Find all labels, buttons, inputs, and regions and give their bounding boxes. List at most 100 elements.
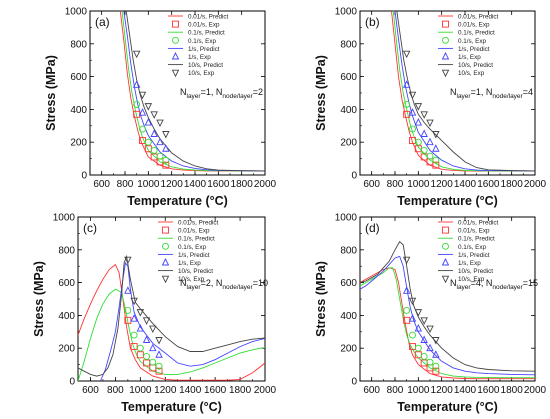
x-tick-label: 1400 xyxy=(184,179,207,190)
y-tick-label: 600 xyxy=(340,278,357,289)
legend-marker xyxy=(171,51,180,60)
data-point xyxy=(144,118,153,126)
plot-area xyxy=(391,11,535,172)
data-point xyxy=(402,80,411,88)
data-point xyxy=(402,286,411,294)
data-point xyxy=(155,362,163,370)
legend-marker xyxy=(442,242,449,250)
series-line-3 xyxy=(396,11,535,172)
data-point xyxy=(409,125,416,133)
data-point xyxy=(426,119,434,128)
data-point xyxy=(420,335,428,343)
x-axis-title: Temperature (°C) xyxy=(397,194,498,208)
x-axis-title: Temperature (°C) xyxy=(121,400,222,414)
data-point xyxy=(162,144,170,152)
x-tick-label: 1600 xyxy=(477,179,500,190)
annotation-suffix: =10 xyxy=(253,278,268,288)
y-tick-label: 0 xyxy=(81,171,87,182)
data-point xyxy=(156,152,164,160)
legend-label: 0.1/s, Exp xyxy=(458,38,486,45)
data-point xyxy=(144,103,153,111)
legend-marker xyxy=(442,36,449,44)
y-tick-label: 800 xyxy=(340,39,357,50)
x-tick-label: 1400 xyxy=(454,179,477,190)
y-tick-label: 400 xyxy=(70,105,87,116)
series-line-3 xyxy=(360,240,535,372)
network-annotation: Nlayer=1, Nnode/layer=2 xyxy=(180,87,263,100)
legend-label: 1/s, Exp xyxy=(458,260,481,267)
legend-label: 0.01/s, Predict xyxy=(458,14,499,21)
annotation-sub1: layer xyxy=(187,284,202,291)
legend-marker xyxy=(162,242,169,250)
data-point xyxy=(124,316,132,324)
annotation-sub1: layer xyxy=(187,93,202,100)
x-tick-label: 800 xyxy=(117,179,134,190)
legend-marker xyxy=(161,257,170,266)
annotation-sub2: node/layer xyxy=(222,93,253,100)
data-point xyxy=(138,108,147,116)
data-point xyxy=(414,138,422,146)
y-tick-label: 200 xyxy=(340,138,357,149)
annotation-mid: =4, N xyxy=(471,278,493,288)
data-point xyxy=(149,358,157,366)
data-point xyxy=(426,325,434,334)
data-point xyxy=(408,314,417,322)
data-point xyxy=(414,309,423,317)
data-point xyxy=(124,286,132,294)
x-tick-label: 1200 xyxy=(431,179,454,190)
network-annotation: Nlayer=4, Nnode/layer=15 xyxy=(450,278,538,291)
data-point xyxy=(432,161,440,169)
data-point xyxy=(408,297,417,306)
x-tick-label: 1000 xyxy=(129,385,152,396)
series-line-1 xyxy=(121,11,265,172)
y-tick-label: 0 xyxy=(351,171,357,182)
data-point xyxy=(408,91,417,100)
y-tick-label: 800 xyxy=(340,245,357,256)
panel-label: (c) xyxy=(83,221,97,235)
data-point xyxy=(150,153,158,161)
network-annotation: Nlayer=2, Nnode/layer=10 xyxy=(180,278,268,291)
legend-label: 1/s, Predict xyxy=(178,252,210,259)
legend-label: 0.01/s, Predict xyxy=(188,14,229,21)
data-point xyxy=(162,156,170,164)
y-tick-label: 400 xyxy=(340,311,357,322)
data-point xyxy=(420,317,428,325)
legend-label: 0.1/s, Exp xyxy=(178,244,206,251)
plot-area xyxy=(360,240,535,380)
x-tick-label: 1800 xyxy=(501,179,524,190)
plot-area xyxy=(78,254,265,381)
annotation-prefix: N xyxy=(180,87,187,97)
annotation-sub2: node/layer xyxy=(222,284,253,291)
y-axis-title: Stress (MPa) xyxy=(32,261,46,337)
x-tick-label: 2000 xyxy=(254,179,277,190)
x-tick-label: 1800 xyxy=(501,385,524,396)
x-tick-label: 1600 xyxy=(477,385,500,396)
annotation-mid: =1, N xyxy=(201,87,223,97)
annotation-prefix: N xyxy=(180,278,187,288)
legend-marker xyxy=(441,275,450,284)
y-tick-label: 400 xyxy=(340,105,357,116)
data-point xyxy=(432,156,440,164)
x-axis-title: Temperature (°C) xyxy=(127,194,228,208)
data-point xyxy=(414,118,423,126)
data-point xyxy=(162,161,170,169)
x-tick-label: 2000 xyxy=(254,385,277,396)
y-tick-label: 1000 xyxy=(335,213,358,224)
data-point xyxy=(432,350,440,358)
legend-label: 10/s, Predict xyxy=(178,268,213,275)
data-point xyxy=(130,343,138,351)
legend-label: 10/s, Exp xyxy=(178,276,205,283)
series-line-2 xyxy=(123,11,265,172)
panel-label: (a) xyxy=(95,15,110,29)
panel-a: 600 800 1000 1200 1400 1600 1800 20000200400600… xyxy=(44,7,277,209)
x-tick-label: 600 xyxy=(93,179,110,190)
data-point xyxy=(432,362,440,370)
legend-label: 1/s, Exp xyxy=(458,54,481,61)
data-point xyxy=(130,331,138,339)
network-annotation: Nlayer=1, Nnode/layer=4 xyxy=(450,87,533,100)
annotation-prefix: N xyxy=(450,278,457,288)
data-point xyxy=(403,101,411,108)
annotation-suffix: =15 xyxy=(523,278,538,288)
data-point xyxy=(155,367,163,375)
x-tick-label: 1000 xyxy=(407,385,430,396)
